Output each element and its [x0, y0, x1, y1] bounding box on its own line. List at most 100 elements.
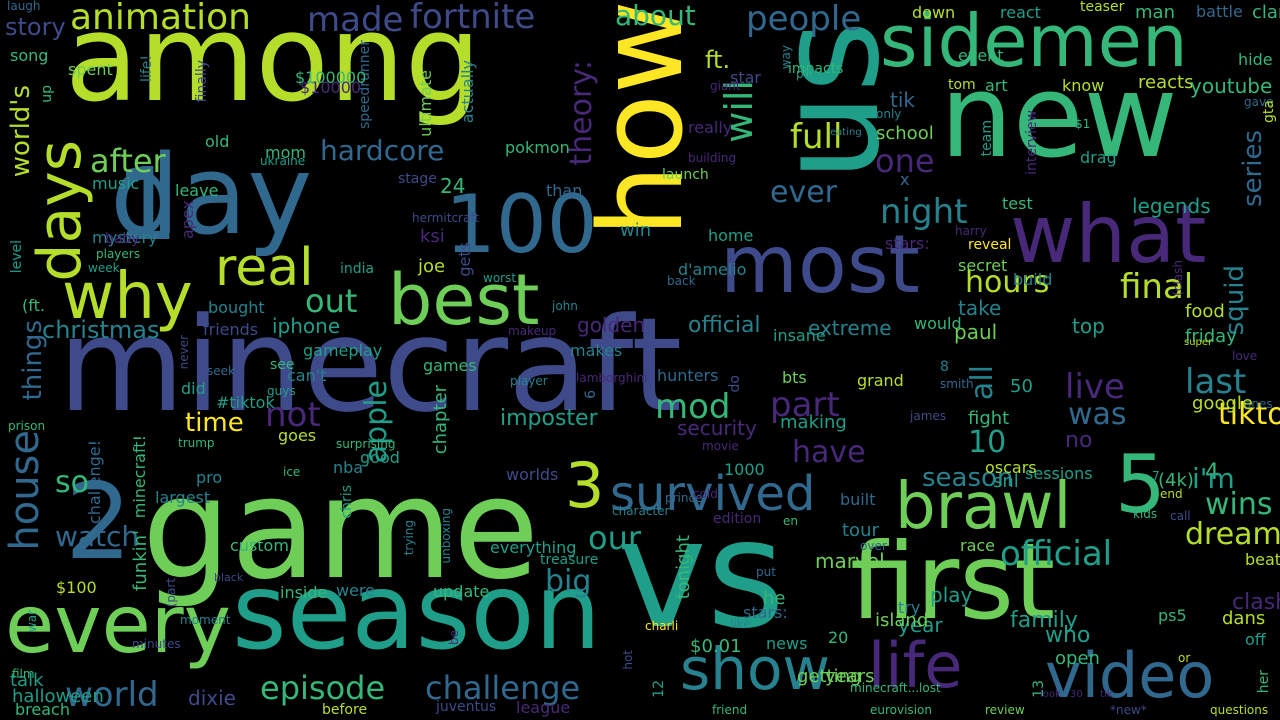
cloud-word: bts [782, 368, 807, 387]
cloud-word: open [1055, 648, 1100, 669]
cloud-word: makeup [508, 324, 557, 338]
cloud-word: stars: [743, 603, 788, 622]
cloud-word: season [922, 463, 1014, 493]
cloud-word: marvel [815, 549, 885, 573]
cloud-word: never [177, 335, 191, 370]
cloud-word: animation [70, 0, 251, 38]
cloud-word: one [875, 142, 935, 180]
cloud-word: spent [68, 60, 113, 79]
cloud-word: music [92, 174, 140, 193]
cloud-word: film [12, 667, 35, 681]
cloud-word: react [1000, 3, 1041, 22]
cloud-word: extreme [808, 316, 892, 340]
cloud-word: theory: [564, 60, 599, 166]
cloud-word: ksi [420, 226, 445, 247]
cloud-word: review [985, 703, 1025, 717]
cloud-word: dream [1185, 517, 1280, 552]
cloud-word: 8 [940, 359, 949, 375]
cloud-word: apex [178, 200, 197, 239]
cloud-word: charli [645, 619, 679, 633]
cloud-word: eurovision [870, 703, 932, 717]
cloud-word: man [1135, 2, 1175, 23]
cloud-word: week [88, 261, 120, 275]
cloud-word: joe [418, 256, 446, 277]
cloud-word: breach [15, 700, 70, 719]
cloud-word: clans [1252, 2, 1280, 23]
cloud-word: 20 [828, 628, 849, 647]
cloud-word: only [876, 107, 902, 121]
cloud-word: 10 [968, 425, 1007, 460]
cloud-word: he [763, 588, 786, 609]
cloud-word: nba [333, 458, 364, 477]
cloud-word: story [5, 13, 66, 41]
cloud-word: chapter [430, 385, 451, 455]
cloud-word: minecraft...lost [850, 681, 941, 695]
cloud-word: gta [1261, 100, 1277, 123]
cloud-word: end [1160, 487, 1183, 501]
cloud-word: lamborghini [576, 371, 648, 385]
cloud-word: 1000 [724, 460, 765, 479]
cloud-word: look [1040, 689, 1061, 700]
cloud-word: goes [278, 426, 317, 445]
cloud-word: were [336, 581, 375, 600]
cloud-word: harry [955, 224, 987, 238]
cloud-word: worlds [506, 465, 559, 484]
cloud-word: 3 [565, 449, 605, 522]
cloud-word: christmas [42, 316, 160, 344]
cloud-word: legends [1132, 194, 1211, 218]
cloud-word: year [898, 613, 943, 637]
cloud-word: put [756, 565, 776, 579]
cloud-word: world's [6, 85, 36, 178]
cloud-word: last [1185, 362, 1247, 402]
cloud-word: pro [196, 468, 223, 487]
cloud-word: most [720, 218, 920, 311]
cloud-word: stars: [885, 234, 930, 253]
cloud-word: impacts [788, 61, 844, 77]
cloud-word: secret [958, 256, 1008, 275]
cloud-word: seek [207, 364, 235, 378]
cloud-word: event [958, 46, 1004, 65]
cloud-word: 12 [651, 680, 667, 698]
cloud-word: show [680, 635, 830, 703]
cloud-word: 24 [440, 174, 466, 198]
cloud-word: not [265, 395, 321, 435]
cloud-word: actually [458, 60, 477, 124]
cloud-word: song [10, 46, 49, 65]
cloud-word: big [545, 564, 592, 599]
cloud-word: $100 [56, 578, 97, 597]
cloud-word: (4k) [1158, 470, 1194, 491]
cloud-word: funkin' [130, 530, 151, 591]
cloud-word: know [1062, 76, 1105, 95]
cloud-word: take [958, 296, 1002, 320]
cloud-word: love [1232, 349, 1258, 363]
cloud-word: top [1072, 314, 1105, 338]
cloud-word: among [65, 0, 482, 129]
cloud-word: minecraft! [130, 435, 149, 519]
cloud-word: vs [618, 488, 785, 662]
cloud-word: gameplay [303, 341, 383, 360]
cloud-word: building [688, 151, 737, 165]
cloud-word: video [1045, 639, 1215, 712]
cloud-word: time [185, 408, 244, 438]
cloud-word: golden [577, 313, 646, 337]
cloud-word: eating [830, 127, 862, 138]
cloud-word: questions [1210, 703, 1269, 717]
cloud-word: minutes [132, 637, 181, 651]
cloud-word: after [90, 142, 166, 180]
cloud-word: juventus [436, 699, 497, 715]
cloud-word: x [900, 170, 910, 189]
cloud-word: call [1170, 509, 1191, 523]
cloud-word: fight [968, 408, 1010, 429]
cloud-word: house [2, 430, 48, 551]
cloud-word: before [322, 702, 368, 718]
cloud-word: really [688, 118, 733, 137]
cloud-word: tik [890, 88, 915, 112]
cloud-word: built [840, 490, 876, 509]
cloud-word: hot [621, 650, 635, 670]
cloud-word: no [1065, 428, 1093, 453]
cloud-word: war [25, 610, 39, 633]
cloud-word: friday [1185, 326, 1237, 347]
cloud-word: tom [948, 77, 976, 93]
cloud-word: 6 [583, 390, 599, 399]
cloud-word: how [575, 0, 709, 238]
